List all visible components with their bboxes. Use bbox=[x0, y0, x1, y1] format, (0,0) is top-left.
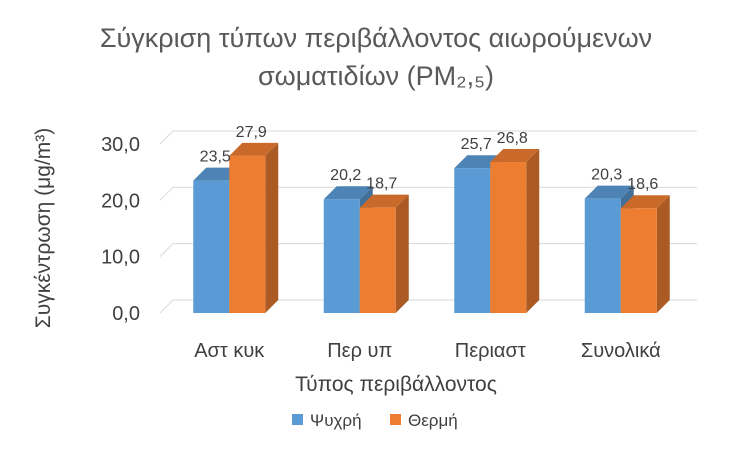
legend-item-0: Ψυχρή bbox=[292, 411, 362, 430]
bar-warm-2 bbox=[490, 149, 540, 313]
data-labels: 23,5 27,9 20,2 18,7 25,7 26,8 20,3 18,6 bbox=[200, 124, 659, 193]
legend-swatch bbox=[292, 414, 303, 425]
y-tick-label: 30,0 bbox=[101, 134, 140, 156]
x-category-label: Περ υπ bbox=[327, 340, 392, 362]
legend-label: Ψυχρή bbox=[310, 411, 362, 430]
data-label: 18,7 bbox=[366, 176, 397, 193]
data-label: 25,7 bbox=[461, 136, 492, 153]
x-axis-title: Τύπος περιβάλλοντος bbox=[295, 373, 497, 396]
bar-warm-3 bbox=[620, 195, 670, 313]
x-category-label: Αστ κυκ bbox=[194, 340, 265, 362]
data-label: 20,3 bbox=[591, 167, 622, 184]
legend-item-1: Θερμή bbox=[390, 411, 458, 430]
data-label: 18,6 bbox=[627, 176, 658, 193]
y-axis-title: Συγκέντρωση (μg/m³) bbox=[32, 128, 55, 329]
legend-swatch bbox=[390, 414, 401, 425]
legend: Ψυχρή Θερμή bbox=[292, 411, 458, 430]
y-tick-label: 0,0 bbox=[112, 303, 140, 325]
x-category-label: Περιαστ bbox=[455, 340, 526, 362]
data-label: 20,2 bbox=[330, 167, 361, 184]
bar-warm-1 bbox=[359, 194, 409, 313]
y-tick-label: 10,0 bbox=[101, 247, 140, 269]
y-tick-label: 20,0 bbox=[101, 190, 140, 212]
x-axis-categories: Αστ κυκ Περ υπ Περιαστ Συνολικά bbox=[194, 340, 660, 362]
gridline-3 bbox=[159, 130, 697, 145]
bar-warm-0 bbox=[229, 142, 279, 313]
data-label: 27,9 bbox=[236, 124, 267, 141]
data-label: 26,8 bbox=[497, 130, 528, 147]
legend-label: Θερμή bbox=[408, 411, 458, 430]
x-category-label: Συνολικά bbox=[581, 340, 661, 362]
data-label: 23,5 bbox=[200, 149, 231, 166]
chart-title-line2: σωματιδίων (PM₂,₅) bbox=[258, 61, 494, 91]
y-axis-ticks: 0,0 10,0 20,0 30,0 bbox=[101, 134, 140, 325]
chart-title-line1: Σύγκριση τύπων περιβάλλοντος αιωρούμενων bbox=[100, 23, 652, 53]
bars bbox=[193, 142, 670, 313]
